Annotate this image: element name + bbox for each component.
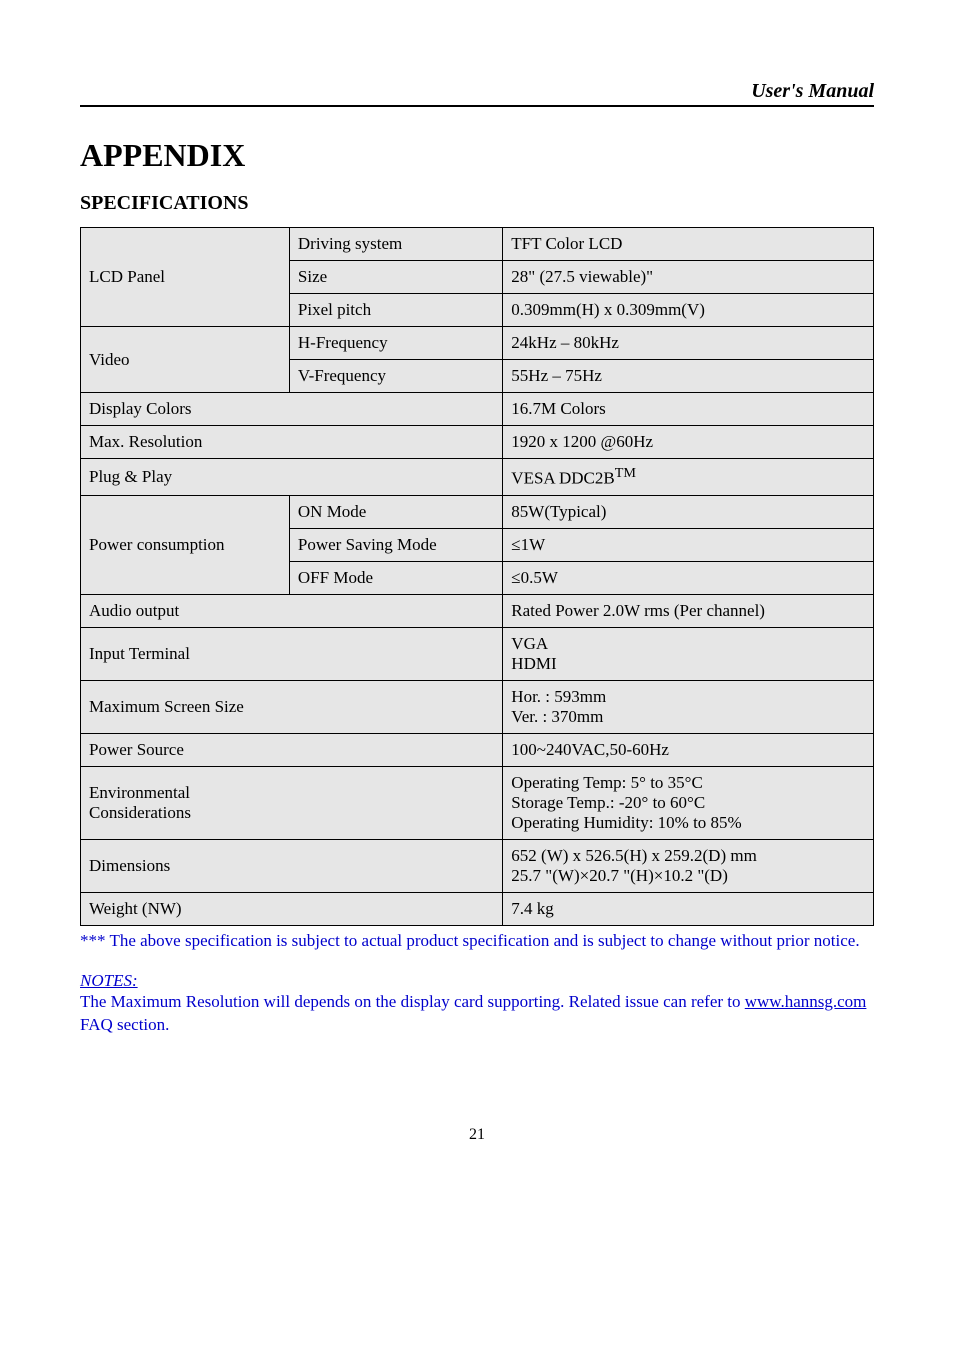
environmental-label: Environmental Considerations [81, 766, 503, 839]
table-row: Power consumption ON Mode 85W(Typical) [81, 495, 874, 528]
v-freq-value: 55Hz – 75Hz [503, 360, 874, 393]
on-mode-label: ON Mode [289, 495, 502, 528]
appendix-heading: APPENDIX [80, 137, 874, 174]
power-source-value: 100~240VAC,50-60Hz [503, 733, 874, 766]
table-row: Power Source 100~240VAC,50-60Hz [81, 733, 874, 766]
max-resolution-label: Max. Resolution [81, 426, 503, 459]
table-row: Input Terminal VGA HDMI [81, 627, 874, 680]
weight-value: 7.4 kg [503, 892, 874, 925]
power-source-label: Power Source [81, 733, 503, 766]
notes-link[interactable]: www.hannsg.com [745, 992, 867, 1011]
notes-before-link: The Maximum Resolution will depends on t… [80, 992, 745, 1011]
off-mode-value: ≤0.5W [503, 561, 874, 594]
notes-after-link: FAQ section. [80, 1015, 169, 1034]
table-row: LCD Panel Driving system TFT Color LCD [81, 228, 874, 261]
specification-footnote: *** The above specification is subject t… [80, 930, 874, 953]
table-row: Video H-Frequency 24kHz – 80kHz [81, 327, 874, 360]
h-freq-label: H-Frequency [289, 327, 502, 360]
notes-label: NOTES: [80, 971, 874, 991]
page-number: 21 [80, 1126, 874, 1144]
size-label: Size [289, 261, 502, 294]
plug-play-value: VESA DDC2BTM [503, 459, 874, 496]
dimensions-label: Dimensions [81, 839, 503, 892]
v-freq-label: V-Frequency [289, 360, 502, 393]
plug-play-sup: TM [615, 465, 636, 481]
max-resolution-value: 1920 x 1200 @60Hz [503, 426, 874, 459]
input-terminal-label: Input Terminal [81, 627, 503, 680]
table-row: Display Colors 16.7M Colors [81, 393, 874, 426]
saving-mode-label: Power Saving Mode [289, 528, 502, 561]
audio-output-label: Audio output [81, 594, 503, 627]
video-label: Video [81, 327, 290, 393]
specifications-heading: SPECIFICATIONS [80, 192, 874, 215]
size-value: 28" (27.5 viewable)" [503, 261, 874, 294]
plug-play-label: Plug & Play [81, 459, 503, 496]
header-rule: User's Manual [80, 80, 874, 107]
display-colors-value: 16.7M Colors [503, 393, 874, 426]
input-terminal-value: VGA HDMI [503, 627, 874, 680]
audio-output-value: Rated Power 2.0W rms (Per channel) [503, 594, 874, 627]
environmental-value: Operating Temp: 5° to 35°C Storage Temp.… [503, 766, 874, 839]
on-mode-value: 85W(Typical) [503, 495, 874, 528]
driving-system-value: TFT Color LCD [503, 228, 874, 261]
table-row: Environmental Considerations Operating T… [81, 766, 874, 839]
off-mode-label: OFF Mode [289, 561, 502, 594]
table-row: Weight (NW) 7.4 kg [81, 892, 874, 925]
table-row: Max. Resolution 1920 x 1200 @60Hz [81, 426, 874, 459]
table-row: Plug & Play VESA DDC2BTM [81, 459, 874, 496]
display-colors-label: Display Colors [81, 393, 503, 426]
max-screen-value: Hor. : 593mm Ver. : 370mm [503, 680, 874, 733]
plug-play-prefix: VESA DDC2B [511, 469, 614, 488]
driving-system-label: Driving system [289, 228, 502, 261]
table-row: Maximum Screen Size Hor. : 593mm Ver. : … [81, 680, 874, 733]
weight-label: Weight (NW) [81, 892, 503, 925]
notes-body: The Maximum Resolution will depends on t… [80, 991, 874, 1037]
dimensions-value: 652 (W) x 526.5(H) x 259.2(D) mm 25.7 "(… [503, 839, 874, 892]
specifications-table: LCD Panel Driving system TFT Color LCD S… [80, 227, 874, 926]
h-freq-value: 24kHz – 80kHz [503, 327, 874, 360]
manual-title: User's Manual [751, 80, 874, 103]
pixel-pitch-value: 0.309mm(H) x 0.309mm(V) [503, 294, 874, 327]
saving-mode-value: ≤1W [503, 528, 874, 561]
max-screen-label: Maximum Screen Size [81, 680, 503, 733]
lcd-panel-label: LCD Panel [81, 228, 290, 327]
table-row: Audio output Rated Power 2.0W rms (Per c… [81, 594, 874, 627]
table-row: Dimensions 652 (W) x 526.5(H) x 259.2(D)… [81, 839, 874, 892]
pixel-pitch-label: Pixel pitch [289, 294, 502, 327]
power-consumption-label: Power consumption [81, 495, 290, 594]
